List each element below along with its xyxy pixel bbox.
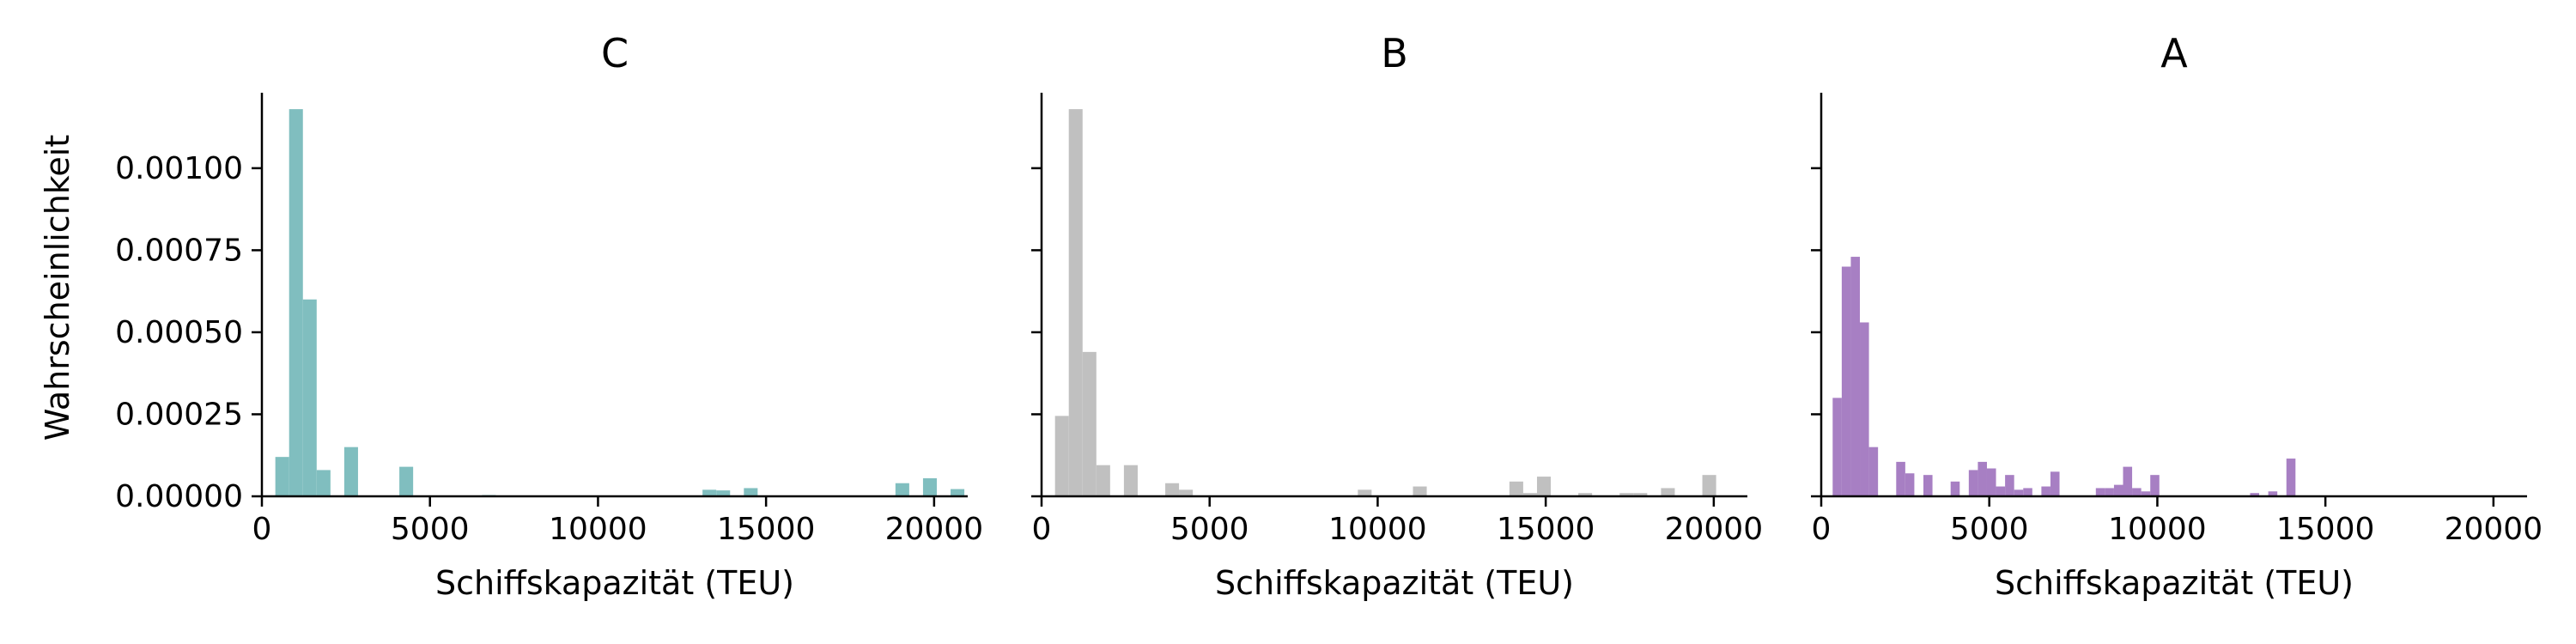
histogram-bar xyxy=(1068,109,1083,497)
histogram-bar xyxy=(316,470,331,496)
x-tick-label: 0 xyxy=(1812,512,1832,547)
histogram-bar xyxy=(289,109,303,497)
x-tick-label: 10000 xyxy=(549,512,647,547)
histogram-bar xyxy=(2141,491,2151,496)
histogram-bar xyxy=(1413,486,1427,496)
panel-title: C xyxy=(601,30,629,76)
histogram-bar xyxy=(399,466,414,496)
histogram-bar xyxy=(1850,257,1861,496)
x-tick-label: 20000 xyxy=(2445,512,2543,547)
histogram-bar xyxy=(2105,488,2114,496)
x-tick-label: 10000 xyxy=(1328,512,1427,547)
histogram-bar xyxy=(1358,489,1372,496)
histogram-bar xyxy=(2014,489,2024,496)
histogram-bar xyxy=(1619,493,1634,496)
histogram-bar xyxy=(1986,468,1996,496)
histogram-bar xyxy=(2050,471,2060,496)
histogram-bar xyxy=(1179,489,1194,496)
histogram-bar xyxy=(1096,465,1110,496)
histogram-bar xyxy=(922,477,937,496)
histogram-bar xyxy=(1536,477,1552,496)
histogram-bar xyxy=(2041,486,2050,496)
histogram-bar xyxy=(1522,493,1537,496)
histogram-bar xyxy=(1841,266,1851,496)
histogram-bar xyxy=(1896,461,1905,496)
x-tick-label: 10000 xyxy=(2108,512,2207,547)
histogram-bar xyxy=(1165,483,1180,496)
histogram-bar xyxy=(1661,488,1675,496)
x-tick-label: 5000 xyxy=(391,512,470,547)
histogram-bar xyxy=(2250,493,2260,496)
panel-title: B xyxy=(1381,30,1408,76)
histogram-bar xyxy=(1860,322,1869,496)
x-tick-label: 0 xyxy=(1032,512,1052,547)
histogram-bar xyxy=(2150,475,2160,496)
histogram-bar xyxy=(2286,459,2296,496)
x-tick-label: 5000 xyxy=(1170,512,1249,547)
x-axis-label: Schiffskapazität (TEU) xyxy=(1995,564,2354,602)
panel-title: A xyxy=(2160,30,2188,76)
histogram-bar xyxy=(1082,351,1097,496)
x-tick-label: 20000 xyxy=(885,512,984,547)
histogram-bar xyxy=(1702,475,1716,496)
histogram-bar xyxy=(275,457,289,496)
histogram-bar xyxy=(1509,481,1523,496)
histogram-bar xyxy=(1123,465,1138,496)
histogram-bar xyxy=(744,488,758,496)
histogram-bar xyxy=(1578,493,1593,496)
histogram-bar xyxy=(2023,488,2032,496)
histogram-bar xyxy=(951,489,965,496)
x-tick-label: 15000 xyxy=(717,512,816,547)
histogram-bar xyxy=(302,299,317,496)
x-tick-label: 15000 xyxy=(1497,512,1595,547)
histogram-bar xyxy=(1968,470,1978,496)
histogram-bar xyxy=(2132,488,2142,496)
histogram-bar xyxy=(1950,481,1960,496)
histogram-bar xyxy=(2005,475,2014,496)
histogram-bar xyxy=(1054,416,1069,496)
histogram-bar xyxy=(2123,466,2133,496)
y-tick-label: 0.00050 xyxy=(115,315,243,350)
y-axis-label: Wahrscheinlichkeit xyxy=(39,135,76,441)
y-tick-label: 0.00075 xyxy=(115,233,243,268)
x-tick-label: 0 xyxy=(252,512,272,547)
histogram-bar xyxy=(343,447,358,496)
histogram-bar xyxy=(1905,473,1915,496)
x-tick-label: 5000 xyxy=(1950,512,2029,547)
histogram-bar xyxy=(2095,488,2105,496)
histogram-bar xyxy=(1832,398,1842,496)
x-axis-label: Schiffskapazität (TEU) xyxy=(1215,564,1574,602)
y-tick-label: 0.00100 xyxy=(115,151,243,186)
x-tick-label: 15000 xyxy=(2276,512,2375,547)
histogram-bar xyxy=(2113,484,2123,496)
histogram-bar xyxy=(1923,475,1933,496)
histogram-bar xyxy=(895,483,909,496)
histogram-bar xyxy=(1996,486,2006,496)
histogram-bar xyxy=(1978,461,1987,496)
histogram-bar xyxy=(716,490,731,496)
histogram-bar xyxy=(1868,447,1879,496)
histogram-bar xyxy=(702,489,717,496)
y-tick-label: 0.00000 xyxy=(115,479,243,514)
histogram-bar xyxy=(2268,491,2278,496)
x-axis-label: Schiffskapazität (TEU) xyxy=(435,564,794,602)
x-tick-label: 20000 xyxy=(1665,512,1764,547)
histogram-bar xyxy=(1633,493,1648,496)
y-tick-label: 0.00025 xyxy=(115,397,243,432)
